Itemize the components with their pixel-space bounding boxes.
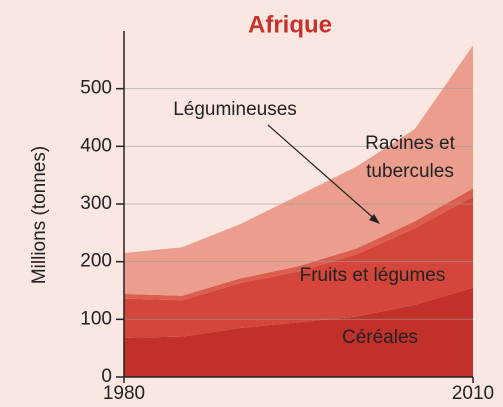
y-tick-label: 500 <box>80 78 112 99</box>
y-tick-label: 0 <box>101 366 112 387</box>
y-axis-label: Millions (tonnes) <box>29 146 50 284</box>
x-tick-label: 1980 <box>103 383 145 404</box>
chart-title: Afrique <box>248 11 332 38</box>
area <box>124 196 473 338</box>
area <box>124 287 473 377</box>
y-tick-label: 400 <box>80 135 112 156</box>
label-cereales: Céréales <box>341 327 419 348</box>
label-racines: Racines et tubercules <box>365 133 455 182</box>
annotation-arrow <box>267 124 379 223</box>
annotation-arrowhead <box>369 214 380 224</box>
x-tick-label: 2010 <box>452 383 494 404</box>
label-fruits: Fruits et légumes <box>299 265 446 286</box>
y-tick-label: 200 <box>80 251 112 272</box>
area <box>124 45 473 296</box>
y-tick-label: 100 <box>80 308 112 329</box>
label-legumineuses: Légumineuses <box>173 99 297 120</box>
y-tick-label: 300 <box>80 193 112 214</box>
